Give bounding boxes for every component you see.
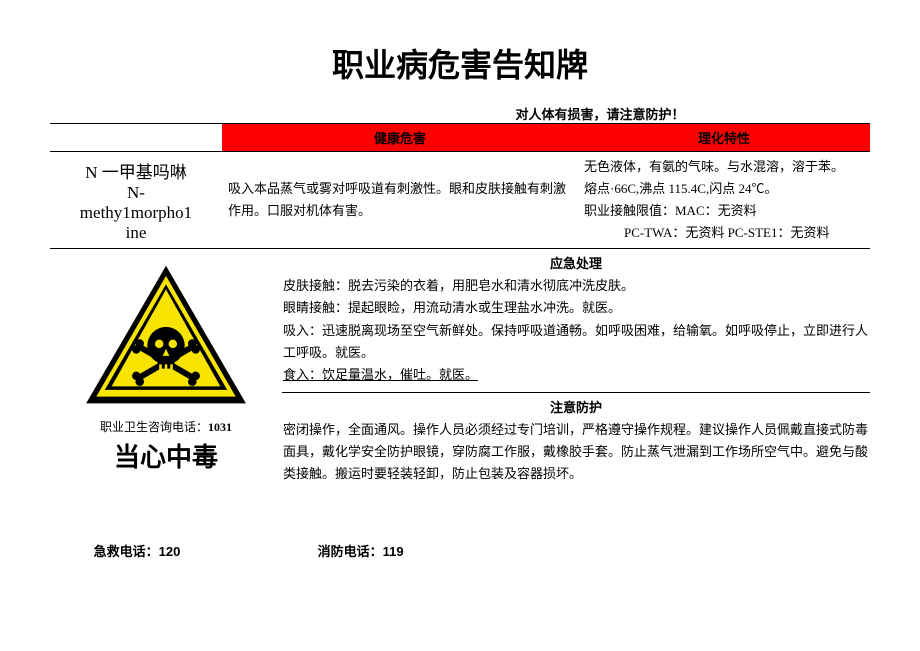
section-emergency-title: 应急处理	[282, 249, 870, 274]
phys-l2: 熔点·66C,沸点 115.4C,闪点 24℃。	[584, 181, 777, 196]
protection-body: 密闭操作，全面通风。操作人员必须经过专门培训，严格遵守操作规程。建议操作人员佩戴…	[282, 418, 870, 486]
emergency-l3: 吸入：迅速脱离现场至空气新鲜处。保持呼吸道通畅。如呼吸困难，给输氧。如呼吸停止，…	[283, 323, 868, 360]
ambulance-number: 120	[159, 544, 181, 559]
header-blank	[50, 124, 222, 152]
consult-label: 职业卫生咨询电话：	[100, 420, 208, 434]
header-row: 健康危害 理化特性	[50, 124, 870, 152]
substance-name-cell: N 一甲基吗啉 N- methy1morpho1 ine	[50, 152, 222, 249]
consult-line: 职业卫生咨询电话：1031	[51, 418, 281, 435]
ambulance-label: 急救电话：	[94, 541, 159, 560]
emergency-l4: 食入：饮足量温水，催吐。就医。	[283, 367, 478, 382]
fire-number: 119	[383, 544, 404, 559]
emergency-body: 皮肤接触：脱去污染的衣着，用肥皂水和清水彻底冲洗皮肤。 眼睛接触：提起眼睑，用流…	[282, 274, 870, 392]
caution-text: 当心中毒	[51, 437, 281, 474]
physchem-text: 无色液体，有氨的气味。与水混溶，溶于苯。 熔点·66C,沸点 115.4C,闪点…	[578, 152, 870, 249]
col-physchem: 理化特性	[578, 124, 870, 152]
substance-name-en3: ine	[126, 223, 147, 242]
emergency-l1: 皮肤接触：脱去污染的衣着，用肥皂水和清水彻底冲洗皮肤。	[283, 278, 634, 293]
warning-triangle-icon	[81, 260, 251, 410]
health-hazard-text: 吸入本品蒸气或雾对呼吸道有刺激性。眼和皮肤接触有刺激作用。口服对机体有害。	[222, 152, 578, 249]
page-title: 职业病危害告知牌	[50, 40, 870, 86]
col-health: 健康危害	[222, 124, 578, 152]
lower-layout: 职业卫生咨询电话：1031 当心中毒 应急处理 皮肤接触：脱去污染的衣着，用肥皂…	[50, 249, 870, 486]
fire-label: 消防电话：	[318, 541, 383, 560]
phys-l4: PC-TWA：无资料 PC-STE1：无资料	[584, 225, 829, 240]
phys-l3: 职业接触限值：MAC：无资料	[584, 203, 757, 218]
substance-name-en1: N-	[127, 183, 145, 202]
warning-line: 对人体有损害，请注意防护！	[50, 104, 870, 123]
hazard-sign	[81, 260, 251, 414]
substance-name-en2: methy1morpho1	[80, 203, 192, 222]
left-block: 职业卫生咨询电话：1031 当心中毒	[50, 249, 282, 486]
hazard-table: 健康危害 理化特性 N 一甲基吗啉 N- methy1morpho1 ine 吸…	[50, 123, 870, 249]
substance-name-cn: N 一甲基吗啉	[85, 163, 187, 182]
phone-line: 急救电话：120 消防电话：119	[50, 541, 870, 560]
consult-number: 1031	[208, 420, 232, 434]
phys-l1: 无色液体，有氨的气味。与水混溶，溶于苯。	[584, 159, 844, 174]
emergency-l2: 眼睛接触：提起眼睑，用流动清水或生理盐水冲洗。就医。	[283, 300, 621, 315]
section-protection-title: 注意防护	[282, 392, 870, 418]
